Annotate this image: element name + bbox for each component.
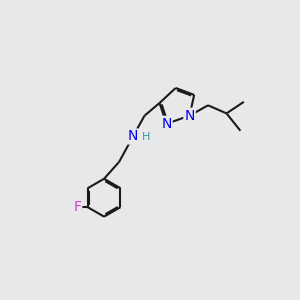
- Text: N: N: [161, 117, 172, 131]
- Text: N: N: [128, 130, 138, 143]
- Text: F: F: [73, 200, 81, 214]
- Text: N: N: [184, 109, 195, 123]
- Text: H: H: [142, 132, 150, 142]
